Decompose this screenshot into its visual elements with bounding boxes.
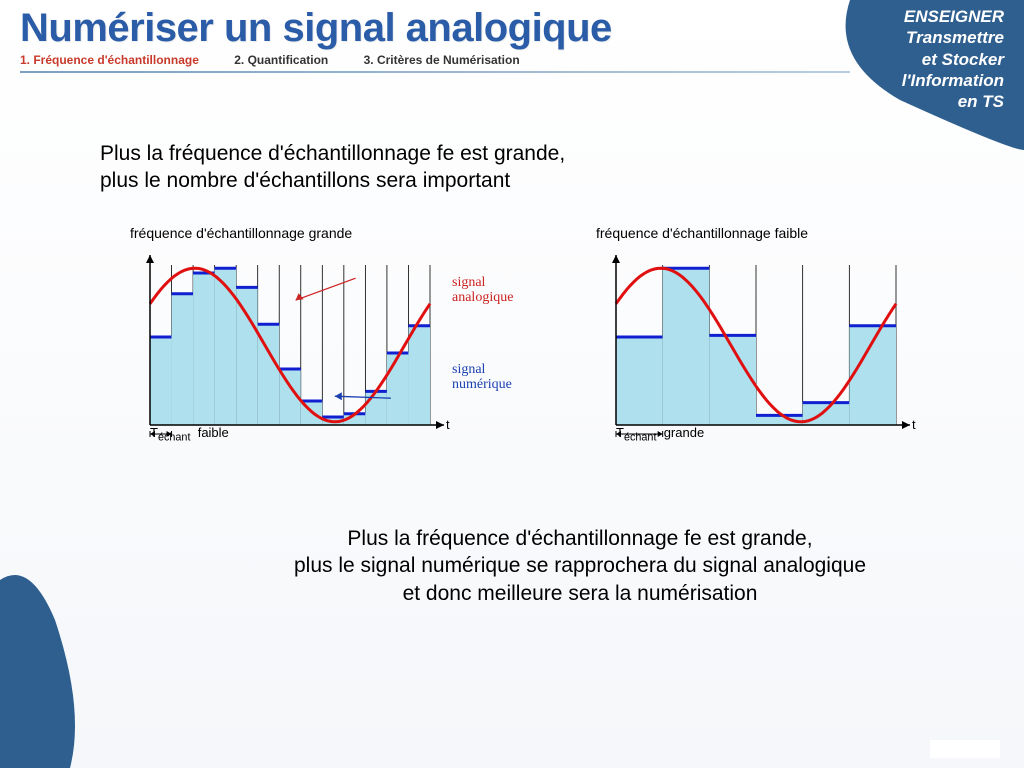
tab-bar: 1. Fréquence d'échantillonnage 2. Quanti… <box>20 53 1004 67</box>
chart-right: fréquence d'échantillonnage faible t Téc… <box>596 225 936 445</box>
legend-analog: signalanalogique <box>452 275 513 306</box>
sidebar-caption: ENSEIGNER Transmettre et Stocker l'Infor… <box>902 6 1004 112</box>
header-divider <box>20 71 850 73</box>
chart-right-techant: Téchant grande <box>616 425 704 444</box>
techant-symbol: Téchant <box>150 425 190 440</box>
sidebar-line: ENSEIGNER <box>902 6 1004 27</box>
sidebar-line: et Stocker <box>902 49 1004 70</box>
sidebar-line: l'Information <box>902 70 1004 91</box>
text-line: Plus la fréquence d'échantillonnage fe e… <box>230 525 930 552</box>
chart-right-svg: t <box>596 245 936 445</box>
chart-left: fréquence d'échantillonnage grande t Téc… <box>130 225 450 445</box>
chart-left-title: fréquence d'échantillonnage grande <box>130 225 450 241</box>
chart-left-sublabel: faible <box>198 425 229 440</box>
tab-freq: 1. Fréquence d'échantillonnage <box>20 53 199 67</box>
text-line: Plus la fréquence d'échantillonnage fe e… <box>100 140 565 167</box>
chart-left-svg: t <box>130 245 450 445</box>
chart-left-techant: Téchant faible <box>150 425 229 444</box>
sidebar-line: Transmettre <box>902 27 1004 48</box>
chart-right-title: fréquence d'échantillonnage faible <box>596 225 936 241</box>
text-line: plus le signal numérique se rapprochera … <box>230 552 930 579</box>
paragraph-top: Plus la fréquence d'échantillonnage fe e… <box>100 140 565 195</box>
svg-text:t: t <box>912 417 916 432</box>
tab-quant: 2. Quantification <box>234 53 328 67</box>
paragraph-bottom: Plus la fréquence d'échantillonnage fe e… <box>230 525 930 607</box>
svg-text:t: t <box>446 417 450 432</box>
tab-crit: 3. Critères de Numérisation <box>364 53 520 67</box>
techant-symbol: Téchant <box>616 425 656 440</box>
chart-right-sublabel: grande <box>664 425 704 440</box>
legend-digital: signalnumérique <box>452 362 512 393</box>
text-line: et donc meilleure sera la numérisation <box>230 580 930 607</box>
page-title: Numériser un signal analogique <box>20 6 1004 51</box>
sidebar-line: en TS <box>902 91 1004 112</box>
text-line: plus le nombre d'échantillons sera impor… <box>100 167 565 194</box>
